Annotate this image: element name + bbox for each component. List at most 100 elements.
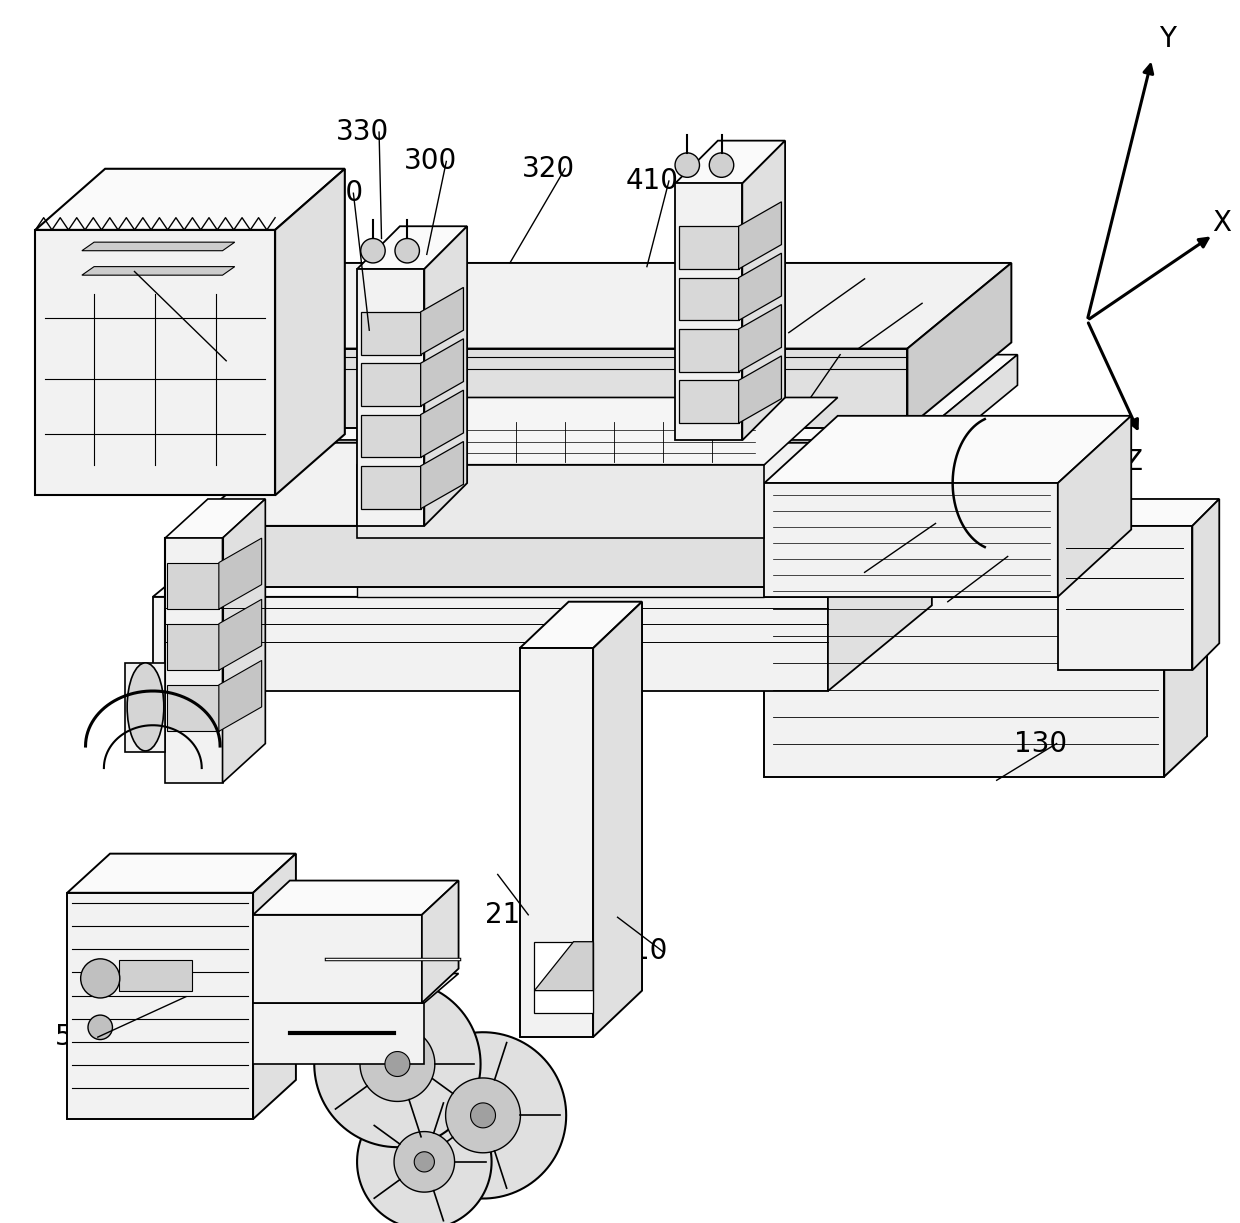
Text: 230: 230 bbox=[965, 543, 1018, 570]
Text: X: X bbox=[1213, 209, 1231, 236]
Polygon shape bbox=[253, 854, 296, 1119]
Polygon shape bbox=[228, 440, 914, 471]
Polygon shape bbox=[678, 226, 739, 269]
Polygon shape bbox=[1058, 416, 1131, 597]
Polygon shape bbox=[361, 312, 420, 355]
Circle shape bbox=[88, 1015, 113, 1040]
Polygon shape bbox=[67, 854, 296, 893]
Polygon shape bbox=[739, 253, 781, 320]
Polygon shape bbox=[218, 599, 262, 670]
Polygon shape bbox=[167, 563, 218, 609]
Polygon shape bbox=[764, 416, 1131, 483]
Polygon shape bbox=[153, 597, 828, 691]
Polygon shape bbox=[384, 1052, 410, 1076]
Polygon shape bbox=[36, 169, 345, 230]
Polygon shape bbox=[828, 511, 932, 691]
Polygon shape bbox=[420, 339, 464, 406]
Polygon shape bbox=[445, 1077, 521, 1153]
Polygon shape bbox=[739, 305, 781, 372]
Polygon shape bbox=[908, 263, 1012, 428]
Polygon shape bbox=[217, 263, 1012, 349]
Polygon shape bbox=[420, 442, 464, 509]
Polygon shape bbox=[357, 465, 764, 538]
Polygon shape bbox=[228, 355, 1018, 440]
Polygon shape bbox=[253, 974, 459, 1003]
Polygon shape bbox=[520, 648, 593, 1037]
Text: 420: 420 bbox=[822, 265, 874, 292]
Polygon shape bbox=[253, 915, 422, 1003]
Polygon shape bbox=[222, 499, 265, 783]
Polygon shape bbox=[420, 287, 464, 355]
Polygon shape bbox=[838, 443, 935, 587]
Text: Z: Z bbox=[1125, 449, 1143, 476]
Polygon shape bbox=[165, 499, 265, 538]
Polygon shape bbox=[314, 981, 481, 1147]
Text: 200: 200 bbox=[893, 510, 946, 537]
Polygon shape bbox=[360, 1026, 435, 1102]
Circle shape bbox=[709, 153, 734, 177]
Polygon shape bbox=[424, 226, 467, 526]
Polygon shape bbox=[357, 226, 467, 269]
Polygon shape bbox=[357, 269, 424, 526]
Polygon shape bbox=[217, 349, 908, 428]
Polygon shape bbox=[1193, 499, 1219, 670]
Text: 410: 410 bbox=[626, 168, 680, 194]
Text: 400: 400 bbox=[879, 290, 932, 317]
Polygon shape bbox=[275, 169, 345, 495]
Text: 10: 10 bbox=[632, 938, 667, 965]
Circle shape bbox=[81, 959, 120, 998]
Polygon shape bbox=[1058, 526, 1193, 670]
Polygon shape bbox=[534, 942, 593, 991]
Polygon shape bbox=[678, 329, 739, 372]
Polygon shape bbox=[361, 415, 420, 457]
Polygon shape bbox=[165, 538, 222, 783]
Polygon shape bbox=[253, 881, 459, 915]
Text: 330: 330 bbox=[336, 119, 389, 146]
Text: 300: 300 bbox=[403, 148, 456, 175]
Text: Y: Y bbox=[1159, 26, 1177, 53]
Polygon shape bbox=[764, 597, 1164, 777]
Polygon shape bbox=[361, 363, 420, 406]
Polygon shape bbox=[399, 1032, 567, 1199]
Circle shape bbox=[396, 238, 419, 263]
Polygon shape bbox=[470, 1103, 496, 1128]
Polygon shape bbox=[125, 663, 165, 752]
Polygon shape bbox=[1164, 556, 1207, 777]
Polygon shape bbox=[167, 624, 218, 670]
Polygon shape bbox=[357, 397, 838, 465]
Polygon shape bbox=[914, 355, 1018, 471]
Polygon shape bbox=[420, 390, 464, 457]
Polygon shape bbox=[1058, 499, 1219, 526]
Polygon shape bbox=[190, 443, 935, 526]
Polygon shape bbox=[739, 356, 781, 423]
Text: 210: 210 bbox=[486, 901, 538, 928]
Polygon shape bbox=[82, 267, 234, 275]
Ellipse shape bbox=[128, 663, 164, 751]
Polygon shape bbox=[520, 602, 642, 648]
Polygon shape bbox=[357, 538, 764, 597]
Text: 310: 310 bbox=[310, 180, 363, 207]
Polygon shape bbox=[218, 538, 262, 609]
Polygon shape bbox=[675, 183, 743, 440]
Polygon shape bbox=[678, 278, 739, 320]
Polygon shape bbox=[422, 881, 459, 1003]
Polygon shape bbox=[743, 141, 785, 440]
Polygon shape bbox=[36, 230, 275, 495]
Circle shape bbox=[361, 238, 386, 263]
Polygon shape bbox=[357, 1095, 491, 1223]
Polygon shape bbox=[534, 942, 593, 1013]
Polygon shape bbox=[190, 526, 838, 587]
Circle shape bbox=[675, 153, 699, 177]
Polygon shape bbox=[593, 602, 642, 1037]
Polygon shape bbox=[153, 511, 932, 597]
Polygon shape bbox=[764, 556, 1207, 597]
Polygon shape bbox=[167, 685, 218, 731]
Text: 320: 320 bbox=[522, 155, 575, 182]
Polygon shape bbox=[764, 483, 1058, 597]
Polygon shape bbox=[82, 242, 234, 251]
Polygon shape bbox=[253, 1003, 424, 1064]
Polygon shape bbox=[414, 1152, 434, 1172]
Polygon shape bbox=[218, 660, 262, 731]
Polygon shape bbox=[739, 202, 781, 269]
Polygon shape bbox=[675, 141, 785, 183]
